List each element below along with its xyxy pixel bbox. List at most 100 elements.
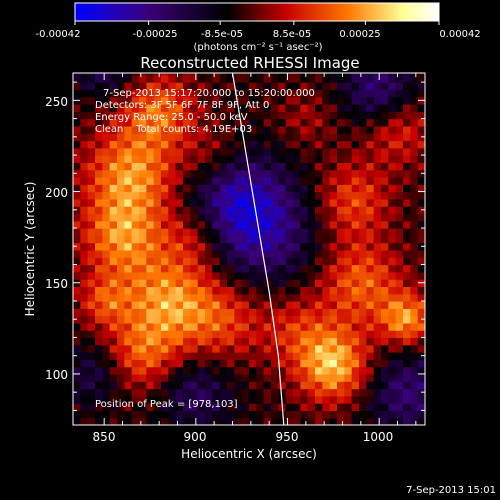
heatmap-cell <box>351 315 360 324</box>
heatmap-cell <box>395 271 404 280</box>
heatmap-cell <box>395 403 404 412</box>
heatmap-cell <box>95 220 103 229</box>
heatmap-cell <box>146 74 155 83</box>
heatmap-cell <box>322 111 331 120</box>
heatmap-cell <box>234 315 243 324</box>
heatmap-cell <box>161 337 169 346</box>
y-tick-label-100: 100 <box>45 368 68 382</box>
heatmap-cell <box>293 359 301 368</box>
heatmap-cell <box>417 184 425 193</box>
heatmap-cell <box>227 213 235 222</box>
heatmap-cell <box>117 271 125 280</box>
heatmap-cell <box>395 169 404 178</box>
heatmap-cell <box>381 74 389 83</box>
heatmap-cell <box>139 257 147 266</box>
heatmap-cell <box>388 104 397 112</box>
heatmap-cell <box>315 293 323 302</box>
heatmap-cell <box>300 257 309 266</box>
heatmap-cell <box>109 169 118 178</box>
heatmap-cell <box>315 352 323 360</box>
heatmap-cell <box>80 89 89 98</box>
heatmap-cell <box>241 73 250 76</box>
heatmap-cell <box>366 220 375 229</box>
heatmap-cell <box>381 213 389 222</box>
heatmap-cell <box>300 373 309 382</box>
heatmap-cell <box>227 279 235 287</box>
heatmap-cell <box>227 191 235 200</box>
heatmap-cell <box>109 104 118 112</box>
heatmap-cell <box>366 344 375 353</box>
heatmap-cell <box>307 330 316 339</box>
heatmap-cell <box>410 271 419 280</box>
heatmap-cell <box>388 242 397 251</box>
heatmap-cell <box>109 403 118 412</box>
heatmap-cell <box>117 352 125 360</box>
heatmap-cell <box>395 191 404 200</box>
heatmap-cell <box>329 315 338 324</box>
heatmap-cell <box>190 359 199 368</box>
heatmap-cell <box>300 96 309 105</box>
heatmap-cell <box>175 322 184 331</box>
heatmap-cell <box>388 257 397 266</box>
heatmap-cell <box>241 249 250 258</box>
heatmap-cell <box>87 322 96 331</box>
heatmap-cell <box>263 125 272 134</box>
heatmap-cell <box>344 155 353 163</box>
heatmap-cell <box>124 104 133 112</box>
heatmap-cell <box>315 403 323 412</box>
heatmap-cell <box>271 147 279 156</box>
heatmap-cell <box>417 308 425 317</box>
heatmap-cell <box>256 118 265 127</box>
heatmap-cell <box>117 89 125 98</box>
heatmap-cell <box>373 89 382 98</box>
heatmap-cell <box>351 176 360 185</box>
heatmap-cell <box>219 373 228 382</box>
heatmap-cell <box>197 147 206 156</box>
heatmap-cell <box>205 133 213 142</box>
heatmap-cell <box>249 155 257 163</box>
heatmap-cell <box>263 264 272 273</box>
heatmap-cell <box>87 184 96 193</box>
heatmap-cell <box>168 242 177 251</box>
heatmap-cell <box>161 271 169 280</box>
heatmap-cell <box>190 395 199 404</box>
heatmap-cell <box>307 198 316 207</box>
heatmap-cell <box>373 96 382 105</box>
heatmap-cell <box>351 147 360 156</box>
heatmap-cell <box>139 191 147 200</box>
heatmap-cell <box>175 228 184 236</box>
heatmap-cell <box>366 242 375 251</box>
heatmap-cell <box>417 82 425 91</box>
heatmap-cell <box>344 147 353 156</box>
heatmap-cell <box>271 381 279 390</box>
heatmap-cell <box>175 162 184 171</box>
heatmap-cell <box>234 213 243 222</box>
heatmap-cell <box>87 242 96 251</box>
heatmap-cell <box>344 140 353 149</box>
heatmap-cell <box>234 74 243 83</box>
heatmap-cell <box>197 300 206 309</box>
heatmap-cell <box>322 162 331 171</box>
heatmap-cell <box>241 388 250 397</box>
heatmap-cell <box>278 279 287 287</box>
heatmap-cell <box>197 206 206 215</box>
heatmap-cell <box>351 235 360 244</box>
heatmap-cell <box>263 133 272 142</box>
heatmap-cell <box>359 286 367 295</box>
heatmap-cell <box>337 300 345 309</box>
heatmap-cell <box>131 279 140 287</box>
heatmap-cell <box>212 176 221 185</box>
heatmap-cell <box>395 300 404 309</box>
heatmap-cell <box>139 300 147 309</box>
heatmap-cell <box>395 373 404 382</box>
heatmap-cell <box>337 308 345 317</box>
heatmap-cell <box>80 74 89 83</box>
heatmap-cell <box>219 257 228 266</box>
heatmap-cell <box>381 403 389 412</box>
heatmap-cell <box>417 249 425 258</box>
heatmap-cell <box>73 381 81 390</box>
heatmap-cell <box>146 344 155 353</box>
heatmap-cell <box>117 155 125 163</box>
heatmap-cell <box>263 293 272 302</box>
heatmap-cell <box>344 286 353 295</box>
